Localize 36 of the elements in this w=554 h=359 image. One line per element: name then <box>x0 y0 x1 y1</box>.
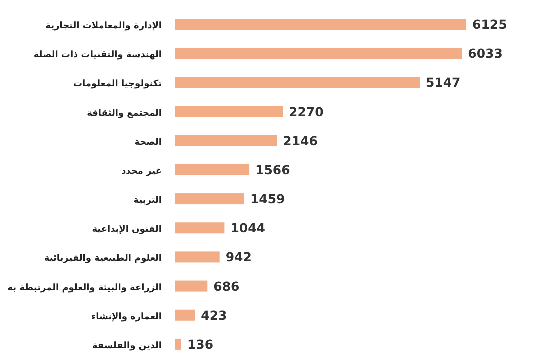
data-label: 1566 <box>256 162 291 178</box>
bar <box>175 338 182 350</box>
data-label: 136 <box>187 336 214 352</box>
y-tick-label: غير محدد <box>122 166 162 177</box>
data-label: 423 <box>201 308 228 323</box>
bar <box>175 194 244 205</box>
data-label: 2270 <box>289 104 324 120</box>
bar <box>175 135 278 146</box>
y-tick-label: التربية <box>134 196 162 206</box>
y-tick-label: العلوم الطبيعية والفيزيائية <box>44 254 162 264</box>
bar <box>175 48 462 60</box>
data-label: 1459 <box>250 192 286 207</box>
y-tick-label: العمارة والإنشاء <box>92 312 162 322</box>
data-label: 686 <box>214 278 240 294</box>
y-tick-label: الصحة <box>134 138 162 148</box>
y-tick-label: الفنون الإبداعية <box>92 225 162 236</box>
data-label: 2146 <box>283 133 318 148</box>
data-label: 1044 <box>230 220 266 236</box>
y-tick-label: الزراعة والبيئة والعلوم المرتبطة به <box>8 283 162 294</box>
bar <box>175 164 250 176</box>
data-label: 6125 <box>472 17 508 32</box>
y-tick-label: الهندسة والتقنيات ذات الصلة <box>34 50 162 61</box>
y-tick-label: المجتمع والثقافة <box>87 108 162 119</box>
data-label: 942 <box>226 250 252 265</box>
data-label: 6033 <box>468 46 503 62</box>
data-label: 5147 <box>426 75 461 90</box>
bar <box>175 310 196 321</box>
bar <box>175 222 225 234</box>
y-tick-label: الدين والفلسفة <box>92 341 162 352</box>
bar <box>175 252 220 263</box>
bar <box>175 280 208 292</box>
bar <box>175 77 420 88</box>
y-tick-label: تكنولوجيا المعلومات <box>73 80 162 90</box>
bar <box>175 106 284 118</box>
bar <box>175 19 467 30</box>
y-tick-label: الإدارة والمعاملات التجارية <box>46 22 162 32</box>
